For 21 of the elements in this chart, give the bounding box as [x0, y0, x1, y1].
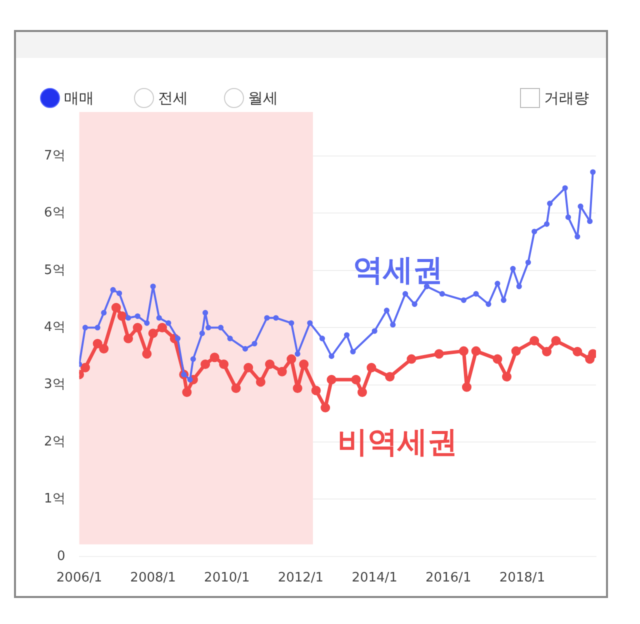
y-tick-label: 6억	[44, 206, 66, 221]
y-tick-label: 3억	[44, 377, 66, 392]
y-tick-label: 5억	[44, 262, 66, 278]
x-tick-label: 2016/1	[425, 570, 472, 586]
y-tick-label: 0	[56, 548, 66, 564]
text: 매매	[64, 88, 94, 108]
series-label: 비역세권	[338, 425, 458, 460]
x-tick-label: 2006/1	[56, 570, 102, 586]
x-tick-label: 2018/1	[499, 570, 546, 586]
y-tick-label: 7억	[44, 148, 66, 164]
x-tick-label: 2010/1	[204, 570, 250, 586]
x-tick-label: 2014/1	[352, 570, 398, 586]
x-tick-label: 2012/1	[278, 570, 324, 586]
y-tick-label: 4억	[44, 320, 66, 335]
text: 월세	[248, 88, 278, 108]
y-tick-label: 1억	[44, 492, 66, 507]
series-label: 역세권	[353, 252, 444, 288]
text: 전세	[158, 88, 188, 108]
y-tick-label: 2억	[44, 434, 66, 450]
x-tick-label: 2008/1	[130, 570, 176, 586]
text: 거래량	[544, 88, 589, 108]
